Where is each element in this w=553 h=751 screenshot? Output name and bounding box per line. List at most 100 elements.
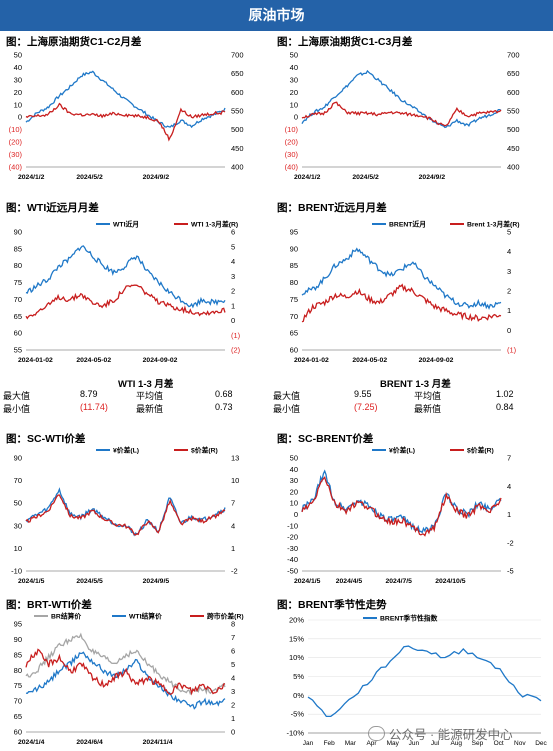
panel-title-brent-seasonal: 图：BRENT季节性走势 <box>277 599 387 611</box>
y-tick-label: 20 <box>14 88 22 97</box>
y2-tick-label: (2) <box>231 346 241 355</box>
series-line-0 <box>25 487 226 537</box>
series-line-1 <box>25 494 226 536</box>
x-tick-label: 2024/4/5 <box>336 578 363 585</box>
x-tick-label: 2024/6/4 <box>76 739 103 746</box>
chart-brent-spread: 95 90 85 80 75 70 65 60 5 4 3 2 1 0 (1) 2024-01-02 2024-… <box>290 220 520 365</box>
legend-label: $价差(R) <box>191 446 218 455</box>
y-tick-label: 95 <box>290 228 298 237</box>
y2-tick-label: 4 <box>507 247 511 256</box>
series-line-1 <box>25 102 226 142</box>
y2-tick-label: 7 <box>231 499 235 508</box>
panel-title-sc-wti: 图：SC-WTI价差 <box>6 433 86 445</box>
x-tick-label: Jun <box>409 740 420 747</box>
x-tick-label: Jul <box>431 740 440 747</box>
x-tick-label: Sep <box>472 740 484 747</box>
section-title: 原油市场 <box>248 7 305 23</box>
y2-tick-label: 1 <box>507 306 511 315</box>
y-tick-label: 65 <box>290 329 298 338</box>
y-tick-label: 10 <box>14 544 22 553</box>
y2-tick-label: 1 <box>231 544 235 553</box>
y-tick-label: -20 <box>287 533 298 542</box>
y-tick-label: 90 <box>14 454 22 463</box>
wti-stats-header: WTI 1-3 月差 <box>118 379 174 390</box>
series-line-1 <box>25 284 226 320</box>
y-tick-label: 60 <box>14 728 22 737</box>
y2-tick-label: 4 <box>231 257 235 266</box>
y-tick-label: 10 <box>14 100 22 109</box>
panel-title-brt-wti: 图：BRT-WTI价差 <box>6 599 92 611</box>
x-tick-label: Oct <box>494 740 504 747</box>
x-tick-label: 2024/9/2 <box>419 174 446 181</box>
y-tick-label: 0 <box>294 113 298 122</box>
y-tick-label: 65 <box>14 712 22 721</box>
watermark: 公众号 · 能源研发中心 <box>368 724 513 743</box>
x-tick-label: 2024/5/5 <box>76 578 103 585</box>
y2-tick-label: 2 <box>507 287 511 296</box>
y2-tick-label: 500 <box>507 125 520 134</box>
y2-tick-label: -2 <box>507 538 514 547</box>
chart-sc-c1c2: 50 40 30 20 10 0 (10) (20) (30) (40) 700 650 600 550 5… <box>9 51 244 182</box>
brent-stats-header: BRENT 1-3 月差 <box>380 379 451 390</box>
brent-latest-value: 0.84 <box>496 402 514 412</box>
y2-tick-label: 400 <box>231 163 244 172</box>
x-tick-label: 2024/5/2 <box>352 174 379 181</box>
y2-tick-label: 0 <box>231 728 235 737</box>
y-tick-label: (10) <box>9 125 23 134</box>
y-tick-label: 85 <box>14 650 22 659</box>
y-tick-label: 60 <box>290 346 298 355</box>
wti-max-value: 8.79 <box>80 389 98 399</box>
y2-tick-label: 700 <box>231 51 244 60</box>
y-tick-label: 30 <box>290 75 298 84</box>
y2-tick-label: 650 <box>507 69 520 78</box>
x-tick-label: Jan <box>303 740 314 747</box>
y2-tick-label: 550 <box>231 107 244 116</box>
x-tick-label: 2024/7/5 <box>386 578 413 585</box>
y-tick-label: 80 <box>290 278 298 287</box>
brent-avg-value: 1.02 <box>496 389 514 399</box>
y-tick-label: 5% <box>293 672 304 681</box>
y-tick-label: 10% <box>289 653 304 662</box>
x-tick-label: Apr <box>366 740 377 747</box>
y-tick-label: 95 <box>14 620 22 629</box>
series-line-1 <box>301 101 502 127</box>
brent-stats-table: BRENT 1-3 月差 最大值 9.55 平均值 1.02 最小值 (7.25… <box>270 376 550 416</box>
y-tick-label: (40) <box>9 163 23 172</box>
y-tick-label: 50 <box>290 454 298 463</box>
y-tick-label: 90 <box>14 228 22 237</box>
x-tick-label: 2024/1/5 <box>18 578 45 585</box>
y2-tick-label: 10 <box>231 476 239 485</box>
x-tick-label: 2024-09-02 <box>143 357 178 364</box>
y2-tick-label: 4 <box>231 674 235 683</box>
y2-tick-label: 1 <box>507 510 511 519</box>
brent-max-value: 9.55 <box>354 389 372 399</box>
panel-title-sc-c1c2: 图：上海原油期货C1-C2月差 <box>6 36 142 48</box>
y-tick-label: 75 <box>14 278 22 287</box>
brent-min-label: 最小值 <box>273 404 301 414</box>
legend-label: WTI结算价 <box>129 612 162 621</box>
x-tick-label: 2024/10/5 <box>435 578 465 585</box>
legend-label: BR结算价 <box>51 612 81 621</box>
panel-title-wti-spread: 图：WTI近远月月差 <box>6 202 99 214</box>
legend-label: ¥价差(L) <box>389 446 415 455</box>
y2-tick-label: 450 <box>231 144 244 153</box>
brent-max-label: 最大值 <box>273 391 301 401</box>
wti-min-label: 最小值 <box>3 404 31 414</box>
y-tick-label: -10 <box>11 567 22 576</box>
chart-brent-seasonal: 20% 15% 10% 5% 0% -5% -10% Jan Feb Mar Apr May Jun Ju… <box>286 614 547 748</box>
x-tick-label: 2024/1/2 <box>18 174 45 181</box>
chart-sc-brent: 50 40 30 20 10 0 -10 -20 -30 -40 -50 7 4 1 -2 -5 2024/1/… <box>287 446 514 586</box>
y-tick-label: 85 <box>290 261 298 270</box>
y-tick-label: -10% <box>286 729 304 738</box>
y2-tick-label: 1 <box>231 301 235 310</box>
legend-label: ¥价差(L) <box>113 446 139 455</box>
y-tick-label: (10) <box>285 125 299 134</box>
chart-sc-wti: 90 70 50 30 10 -10 13 10 7 4 1 -2 2024/1/5 2024/5/5 20… <box>11 446 239 586</box>
y-tick-label: (30) <box>285 150 299 159</box>
panel-title-sc-c1c3: 图：上海原油期货C1-C3月差 <box>277 36 413 48</box>
y-tick-label: 70 <box>14 697 22 706</box>
y-tick-label: 40 <box>290 63 298 72</box>
x-tick-label: 2024/9/5 <box>143 578 170 585</box>
y2-tick-label: 2 <box>231 701 235 710</box>
legend-label: $价差(R) <box>467 446 494 455</box>
